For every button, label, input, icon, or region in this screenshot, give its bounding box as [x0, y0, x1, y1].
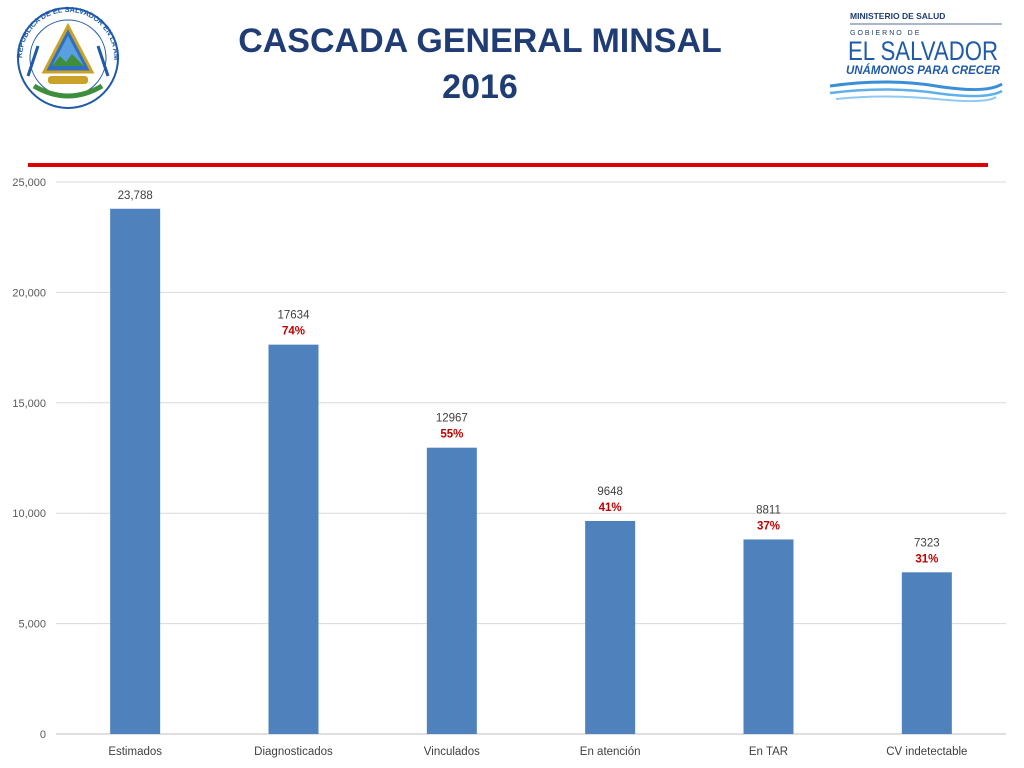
- x-category-label: CV indetectable: [886, 746, 967, 758]
- x-category-label: Vinculados: [424, 746, 480, 758]
- data-value-label: 9648: [597, 486, 623, 498]
- government-logo: MINISTERIO DE SALUD GOBIERNO DE EL SALVA…: [829, 11, 1003, 102]
- x-category-label: Estimados: [108, 746, 162, 758]
- bar-3: [426, 447, 477, 734]
- data-percent-label: 31%: [915, 553, 938, 565]
- coat-of-arms-seal-icon: REPUBLICA DE EL SALVADOR EN LA AMERICA C…: [8, 2, 121, 109]
- data-value-label: 12967: [436, 413, 468, 425]
- y-tick-label: 0: [40, 729, 46, 741]
- title-line-1: CASCADA GENERAL MINSAL: [238, 22, 722, 60]
- data-value-label: 17634: [278, 310, 311, 322]
- grid-lines: [56, 181, 1006, 735]
- data-value-label: 23,788: [118, 190, 153, 202]
- bar-5: [743, 539, 794, 734]
- logo-ministry: MINISTERIO DE SALUD: [850, 11, 945, 21]
- y-tick-label: 10,000: [12, 508, 46, 520]
- bar-6: [901, 572, 952, 734]
- bar-1: [110, 208, 161, 734]
- cascade-bar-chart: 0 5,000 10,000 15,000 20,000 25,000 Estimados 2…: [12, 177, 1006, 758]
- y-tick-label: 15,000: [12, 398, 46, 410]
- data-percent-label: 74%: [282, 326, 305, 338]
- bars: [110, 208, 952, 734]
- page-title: CASCADA GENERAL MINSAL 2016: [190, 18, 770, 110]
- x-category-label: En TAR: [749, 746, 788, 758]
- y-tick-label: 25,000: [12, 177, 46, 189]
- y-tick-label: 5,000: [18, 619, 46, 631]
- y-tick-label: 20,000: [12, 287, 46, 299]
- bar-4: [585, 520, 636, 734]
- accent-red-line: [28, 163, 988, 167]
- data-percent-label: 55%: [440, 429, 463, 441]
- logo-gobierno: GOBIERNO DE: [850, 30, 921, 37]
- data-value-label: 7323: [914, 537, 940, 549]
- labels: 0 5,000 10,000 15,000 20,000 25,000 Estimados 2…: [12, 177, 967, 758]
- data-value-label: 8811: [756, 504, 781, 516]
- x-category-label: En atención: [580, 746, 641, 758]
- x-category-label: Diagnosticados: [254, 746, 333, 758]
- data-percent-label: 41%: [599, 502, 622, 514]
- title-line-2: 2016: [442, 68, 518, 106]
- bar-2: [268, 344, 319, 734]
- logo-country: EL SALVADOR: [848, 36, 998, 66]
- data-percent-label: 37%: [757, 520, 780, 532]
- logo-slogan: UNÁMONOS PARA CRECER: [846, 62, 1000, 77]
